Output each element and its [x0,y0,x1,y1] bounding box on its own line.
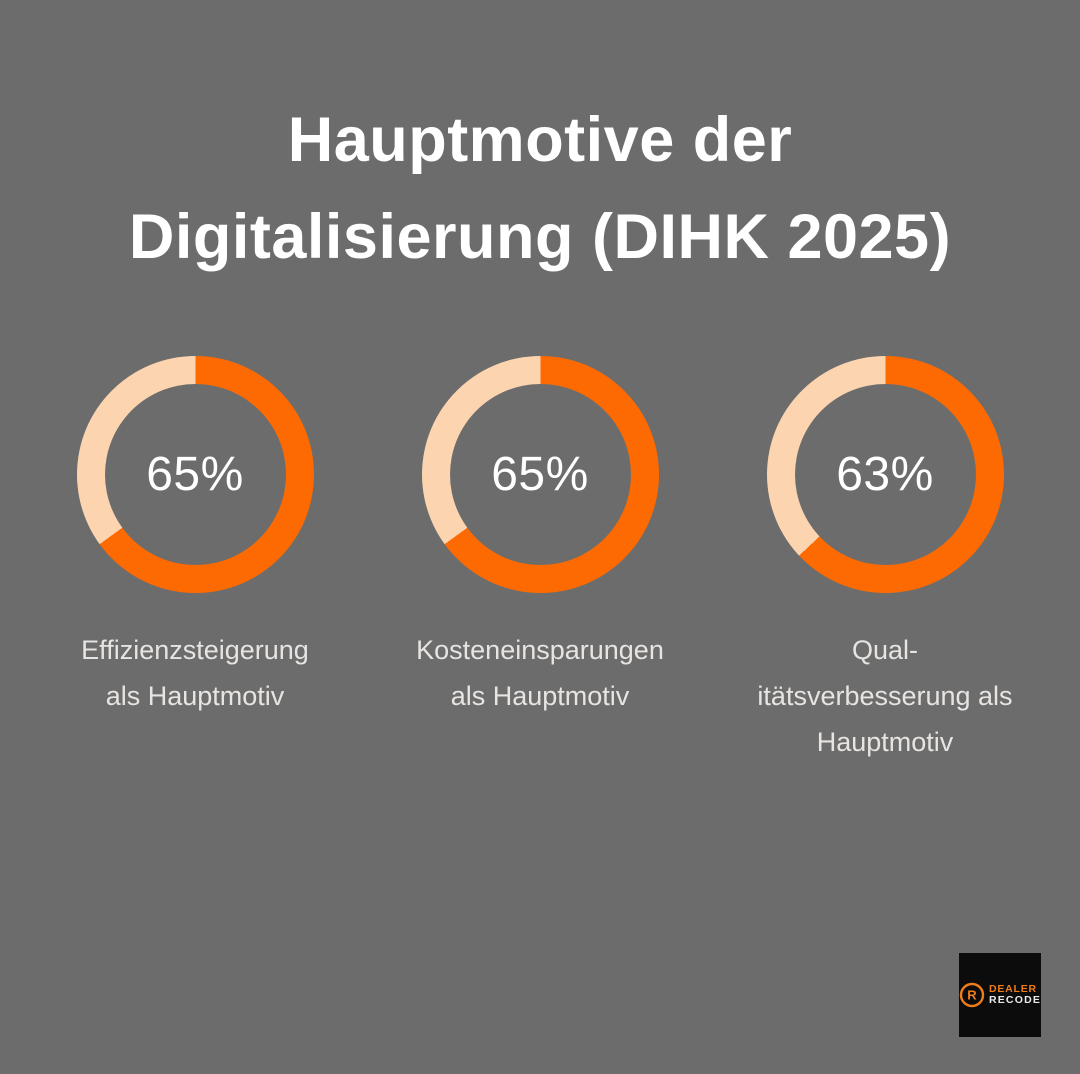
donut-caption: Kosteneinsparungen als Hauptmotiv [416,635,664,711]
donut-hole: 65% [104,384,286,565]
donut-caption: Qual- itätsverbesserung als Hauptmotiv [757,635,1013,757]
donut-ring: 65% [76,356,314,593]
page-title-line1: Hauptmotive der [287,105,793,175]
donut-hole: 65% [449,384,631,565]
brand-name-recode: RECODE [988,994,1042,1006]
donut-chart-kosteneinsparungen: 65% Kosteneinsparungen als Hauptmotiv [368,356,713,765]
dealer-recode-icon: R [959,982,985,1008]
svg-text:R: R [967,988,977,1003]
donut-value: 65% [146,448,244,501]
brand-logo-text: DEALER RECODE [989,984,1041,1006]
donut-chart-effizienzsteigerung: 65% Effizienzsteigerung als Hauptmotiv [23,356,368,765]
donut-chart-qualitaetsverbesserung: 63% Qual- itätsverbesserung als Hauptmot… [713,356,1058,765]
brand-logo: R DEALER RECODE [959,953,1041,1037]
donut-value: 63% [836,448,934,501]
donut-caption: Effizienzsteigerung als Hauptmotiv [81,635,309,711]
donut-ring: 63% [766,356,1004,593]
donut-value: 65% [491,448,589,501]
infographic: Hauptmotive der Digitalisierung (DIHK 20… [0,92,1080,1074]
donut-charts-row: 65% Effizienzsteigerung als Hauptmotiv 6… [0,356,1080,765]
brand-name-dealer: DEALER [988,983,1037,995]
page-title-line2: Digitalisierung (DIHK 2025) [128,202,952,272]
donut-hole: 63% [794,384,976,565]
page-title: Hauptmotive der Digitalisierung (DIHK 20… [0,92,1080,286]
donut-ring: 65% [421,356,659,593]
